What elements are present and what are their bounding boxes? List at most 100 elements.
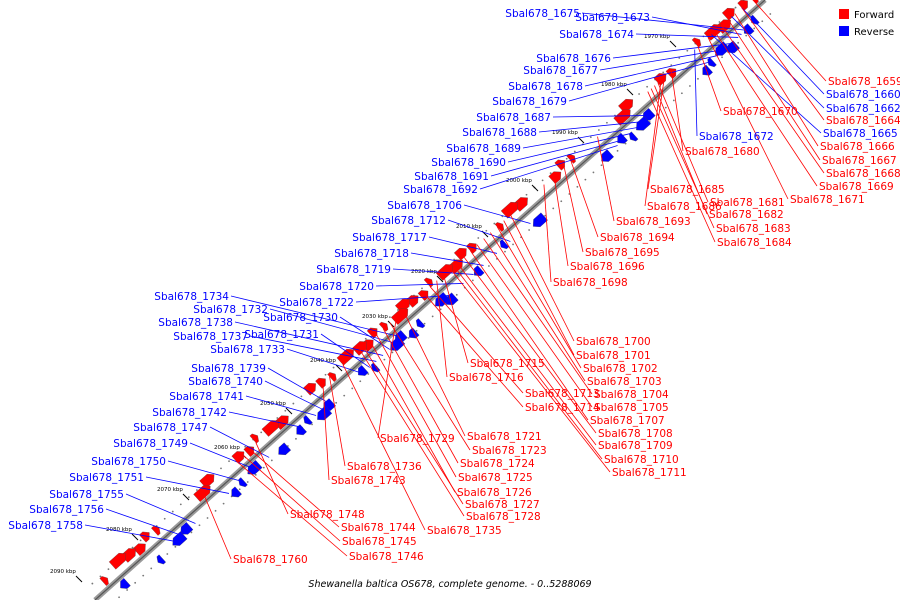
reverse-gene-label[interactable]: Sbal678_1718 [334, 248, 409, 260]
reverse-gene-label[interactable]: Sbal678_1734 [154, 291, 229, 303]
reverse-gene-label[interactable]: Sbal678_1739 [191, 363, 266, 375]
reverse-gene-label[interactable]: Sbal678_1690 [431, 157, 506, 169]
reverse-gene-label[interactable]: Sbal678_1732 [193, 304, 268, 316]
forward-gene-label[interactable]: Sbal678_1686 [647, 201, 722, 213]
forward-gene-label[interactable]: Sbal678_1680 [685, 146, 760, 158]
forward-gene-label[interactable]: Sbal678_1685 [650, 184, 725, 196]
reverse-gene-label[interactable]: Sbal678_1747 [133, 422, 208, 434]
reverse-gene-label[interactable]: Sbal678_1712 [371, 215, 446, 227]
forward-gene-label[interactable]: Sbal678_1659 [828, 76, 900, 88]
forward-gene-label[interactable]: Sbal678_1709 [598, 440, 673, 452]
forward-gene-label[interactable]: Sbal678_1745 [342, 536, 417, 548]
reverse-gene-label[interactable]: Sbal678_1720 [299, 281, 374, 293]
forward-gene-label[interactable]: Sbal678_1721 [467, 431, 542, 443]
forward-gene-label[interactable]: Sbal678_1695 [585, 247, 660, 259]
forward-gene-arrow [139, 531, 150, 543]
reverse-gene-label[interactable]: Sbal678_1672 [699, 131, 774, 143]
forward-gene-label[interactable]: Sbal678_1729 [380, 433, 455, 445]
reverse-gene-label[interactable]: Sbal678_1750 [91, 456, 166, 468]
reverse-gene-label[interactable]: Sbal678_1740 [188, 376, 263, 388]
reverse-gene-label[interactable]: Sbal678_1742 [152, 407, 227, 419]
forward-gene-label[interactable]: Sbal678_1725 [458, 472, 533, 484]
reverse-gene-label[interactable]: Sbal678_1755 [49, 489, 124, 501]
forward-gene-label[interactable]: Sbal678_1723 [472, 445, 547, 457]
reverse-gene-label[interactable]: Sbal678_1730 [263, 312, 338, 324]
forward-gene-label[interactable]: Sbal678_1724 [460, 458, 535, 470]
tick-mark [531, 184, 539, 192]
forward-gene-label[interactable]: Sbal678_1727 [465, 499, 540, 511]
reverse-gene-label[interactable]: Sbal678_1660 [826, 89, 900, 101]
forward-gene-label[interactable]: Sbal678_1698 [553, 277, 628, 289]
reverse-gene-label[interactable]: Sbal678_1662 [826, 103, 900, 115]
forward-gene-arrow [378, 321, 389, 332]
forward-gene-label[interactable]: Sbal678_1700 [576, 336, 651, 348]
reverse-gene-label[interactable]: Sbal678_1687 [476, 112, 551, 124]
reverse-gene-label[interactable]: Sbal678_1758 [8, 520, 83, 532]
reverse-gene-label[interactable]: Sbal678_1722 [279, 297, 354, 309]
forward-gene-label[interactable]: Sbal678_1682 [709, 209, 784, 221]
forward-gene-label[interactable]: Sbal678_1667 [822, 155, 897, 167]
reverse-gene-label[interactable]: Sbal678_1719 [316, 264, 391, 276]
reverse-gene-label[interactable]: Sbal678_1749 [113, 438, 188, 450]
forward-gene-label[interactable]: Sbal678_1666 [820, 141, 895, 153]
reverse-gene-label[interactable]: Sbal678_1665 [823, 128, 898, 140]
forward-gene-label[interactable]: Sbal678_1681 [710, 197, 785, 209]
reverse-gene-label[interactable]: Sbal678_1679 [492, 96, 567, 108]
reverse-gene-label[interactable]: Sbal678_1751 [69, 472, 144, 484]
grid-dot [118, 596, 120, 599]
reverse-gene-label[interactable]: Sbal678_1673 [575, 12, 650, 24]
reverse-gene-label[interactable]: Sbal678_1677 [523, 65, 598, 77]
reverse-gene-label[interactable]: Sbal678_1741 [169, 391, 244, 403]
forward-gene-label[interactable]: Sbal678_1707 [590, 415, 665, 427]
forward-gene-label[interactable]: Sbal678_1684 [717, 237, 792, 249]
forward-gene-label[interactable]: Sbal678_1715 [470, 358, 545, 370]
forward-gene-label[interactable]: Sbal678_1735 [427, 525, 502, 537]
forward-gene-label[interactable]: Sbal678_1746 [349, 551, 424, 563]
forward-gene-label[interactable]: Sbal678_1703 [587, 376, 662, 388]
reverse-gene-arrow [278, 442, 292, 455]
reverse-gene-label[interactable]: Sbal678_1676 [536, 53, 611, 65]
forward-gene-label[interactable]: Sbal678_1702 [583, 363, 658, 375]
forward-gene-label[interactable]: Sbal678_1704 [594, 389, 669, 401]
forward-gene-label[interactable]: Sbal678_1708 [598, 428, 673, 440]
forward-gene-label[interactable]: Sbal678_1683 [716, 223, 791, 235]
reverse-gene-label[interactable]: Sbal678_1738 [158, 317, 233, 329]
forward-gene-label[interactable]: Sbal678_1710 [604, 454, 679, 466]
forward-gene-label[interactable]: Sbal678_1670 [723, 106, 798, 118]
reverse-gene-arrow [231, 486, 242, 498]
forward-gene-label[interactable]: Sbal678_1696 [570, 261, 645, 273]
reverse-gene-label[interactable]: Sbal678_1688 [462, 127, 537, 139]
reverse-gene-label[interactable]: Sbal678_1692 [403, 184, 478, 196]
forward-gene-label[interactable]: Sbal678_1671 [790, 194, 865, 206]
forward-gene-label[interactable]: Sbal678_1714 [525, 402, 600, 414]
forward-gene-label[interactable]: Sbal678_1713 [525, 388, 600, 400]
forward-gene-label[interactable]: Sbal678_1701 [576, 350, 651, 362]
forward-gene-label[interactable]: Sbal678_1760 [233, 554, 308, 566]
reverse-gene-label[interactable]: Sbal678_1689 [446, 143, 521, 155]
reverse-gene-label[interactable]: Sbal678_1733 [210, 344, 285, 356]
forward-gene-label[interactable]: Sbal678_1711 [612, 467, 687, 479]
reverse-gene-label[interactable]: Sbal678_1717 [352, 232, 427, 244]
map-caption: Shewanella baltica OS678, complete genom… [308, 579, 591, 590]
reverse-gene-label[interactable]: Sbal678_1737 [173, 331, 248, 343]
forward-gene-label[interactable]: Sbal678_1728 [466, 511, 541, 523]
forward-gene-label[interactable]: Sbal678_1693 [616, 216, 691, 228]
forward-gene-label[interactable]: Sbal678_1726 [457, 487, 532, 499]
forward-gene-label[interactable]: Sbal678_1705 [594, 402, 669, 414]
reverse-gene-label[interactable]: Sbal678_1706 [387, 200, 462, 212]
reverse-gene-label[interactable]: Sbal678_1756 [29, 504, 104, 516]
reverse-gene-label[interactable]: Sbal678_1731 [244, 329, 319, 341]
forward-gene-label[interactable]: Sbal678_1694 [600, 232, 675, 244]
reverse-gene-label[interactable]: Sbal678_1691 [414, 171, 489, 183]
forward-gene-label[interactable]: Sbal678_1716 [449, 372, 524, 384]
forward-gene-label[interactable]: Sbal678_1744 [341, 522, 416, 534]
forward-gene-label[interactable]: Sbal678_1748 [290, 509, 365, 521]
reverse-gene-label[interactable]: Sbal678_1674 [559, 29, 634, 41]
forward-gene-label[interactable]: Sbal678_1664 [826, 115, 900, 127]
forward-gene-label[interactable]: Sbal678_1669 [819, 181, 894, 193]
reverse-gene-label[interactable]: Sbal678_1675 [505, 8, 580, 20]
forward-gene-label[interactable]: Sbal678_1743 [331, 475, 406, 487]
forward-gene-label[interactable]: Sbal678_1668 [826, 168, 900, 180]
reverse-gene-label[interactable]: Sbal678_1678 [508, 81, 583, 93]
forward-gene-label[interactable]: Sbal678_1736 [347, 461, 422, 473]
